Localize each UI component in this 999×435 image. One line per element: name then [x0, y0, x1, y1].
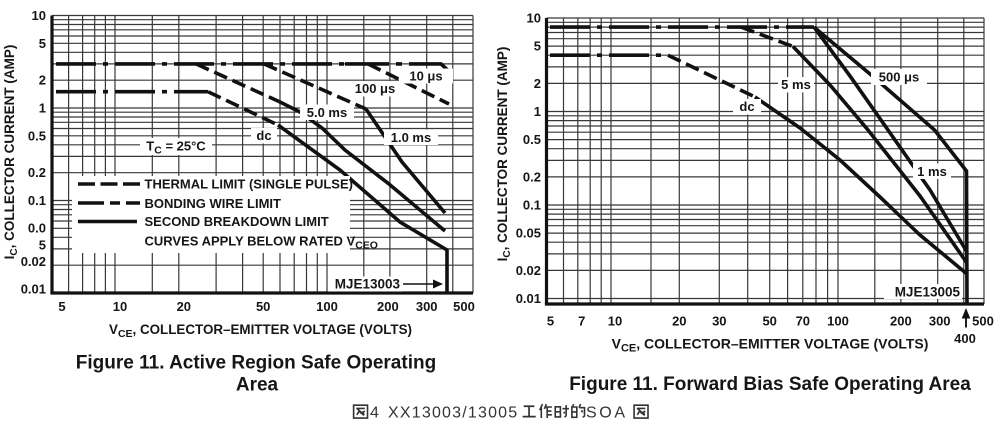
svg-text:5.0 ms: 5.0 ms — [307, 105, 347, 120]
svg-text:10: 10 — [608, 314, 622, 329]
svg-text:100: 100 — [316, 299, 338, 314]
svg-text:5 ms: 5 ms — [781, 77, 811, 92]
svg-text:300: 300 — [416, 299, 438, 314]
svg-text:0.0: 0.0 — [28, 221, 46, 236]
svg-text:0.5: 0.5 — [523, 132, 541, 147]
svg-text:100: 100 — [827, 314, 849, 329]
svg-text:0.2: 0.2 — [28, 165, 46, 180]
svg-text:0.01: 0.01 — [21, 282, 46, 297]
svg-text:VCE, COLLECTOR–EMITTER VOLTAGE: VCE, COLLECTOR–EMITTER VOLTAGE (VOLTS) — [612, 336, 929, 355]
svg-text:200: 200 — [890, 314, 912, 329]
svg-text:CURVES APPLY BELOW RATED VCEO: CURVES APPLY BELOW RATED VCEO — [145, 234, 378, 252]
svg-text:dc: dc — [739, 99, 754, 114]
svg-text:10: 10 — [527, 11, 541, 26]
svg-text:10 μs: 10 μs — [409, 69, 442, 84]
svg-text:20: 20 — [672, 314, 686, 329]
svg-text:4: 4 — [370, 405, 379, 422]
svg-text:THERMAL LIMIT (SINGLE PULSE): THERMAL LIMIT (SINGLE PULSE) — [145, 177, 353, 192]
svg-text:XX13003/13005: XX13003/13005 — [388, 405, 518, 422]
svg-text:100 μs: 100 μs — [355, 81, 396, 96]
svg-text:2: 2 — [39, 73, 46, 88]
svg-text:7: 7 — [578, 314, 585, 329]
svg-text:2: 2 — [534, 76, 541, 91]
svg-text:IC, COLLECTOR CURRENT (AMP): IC, COLLECTOR CURRENT (AMP) — [2, 45, 20, 260]
svg-text:BONDING WIRE LIMIT: BONDING WIRE LIMIT — [145, 196, 282, 211]
svg-text:Figure 11. Active Region Safe: Figure 11. Active Region Safe Operating — [76, 353, 436, 374]
svg-text:1 ms: 1 ms — [917, 164, 947, 179]
svg-text:0.05: 0.05 — [516, 226, 541, 241]
svg-text:400: 400 — [954, 331, 976, 346]
svg-text:SECOND BREAKDOWN LIMIT: SECOND BREAKDOWN LIMIT — [145, 214, 329, 229]
svg-text:SOA: SOA — [586, 405, 628, 422]
svg-text:5: 5 — [534, 39, 541, 54]
svg-text:0.1: 0.1 — [523, 198, 541, 213]
svg-text:MJE13005: MJE13005 — [895, 285, 961, 300]
svg-text:500 μs: 500 μs — [879, 70, 920, 85]
svg-text:5: 5 — [39, 36, 46, 51]
svg-text:1: 1 — [39, 101, 46, 116]
svg-text:70: 70 — [796, 314, 810, 329]
svg-text:TC = 25°C: TC = 25°C — [146, 139, 206, 157]
svg-text:dc: dc — [256, 128, 271, 143]
svg-text:50: 50 — [256, 299, 270, 314]
svg-text:Area: Area — [236, 375, 279, 396]
svg-text:5: 5 — [39, 238, 46, 253]
svg-text:5: 5 — [547, 314, 554, 329]
svg-text:1: 1 — [534, 104, 541, 119]
svg-text:0.02: 0.02 — [516, 263, 541, 278]
svg-text:300: 300 — [929, 314, 951, 329]
svg-text:200: 200 — [377, 299, 399, 314]
svg-text:500: 500 — [453, 299, 475, 314]
svg-text:0.01: 0.01 — [516, 291, 541, 306]
svg-text:IC, COLLECTOR CURRENT (AMP): IC, COLLECTOR CURRENT (AMP) — [495, 47, 513, 262]
svg-text:500: 500 — [972, 314, 994, 329]
svg-text:VCE, COLLECTOR–EMITTER VOLTAGE: VCE, COLLECTOR–EMITTER VOLTAGE (VOLTS) — [109, 322, 412, 340]
svg-text:10: 10 — [113, 299, 127, 314]
svg-text:1.0 ms: 1.0 ms — [391, 130, 431, 145]
svg-text:5: 5 — [58, 299, 65, 314]
svg-text:0.1: 0.1 — [28, 193, 46, 208]
svg-text:50: 50 — [762, 314, 776, 329]
svg-text:0.5: 0.5 — [28, 128, 46, 143]
svg-text:0.02: 0.02 — [21, 254, 46, 269]
svg-text:20: 20 — [177, 299, 191, 314]
svg-text:0.2: 0.2 — [523, 169, 541, 184]
svg-text:MJE13003: MJE13003 — [335, 277, 401, 292]
svg-text:Figure 11. Forward Bias Safe O: Figure 11. Forward Bias Safe Operating A… — [569, 374, 971, 395]
svg-text:10: 10 — [32, 8, 46, 23]
svg-text:30: 30 — [712, 314, 726, 329]
